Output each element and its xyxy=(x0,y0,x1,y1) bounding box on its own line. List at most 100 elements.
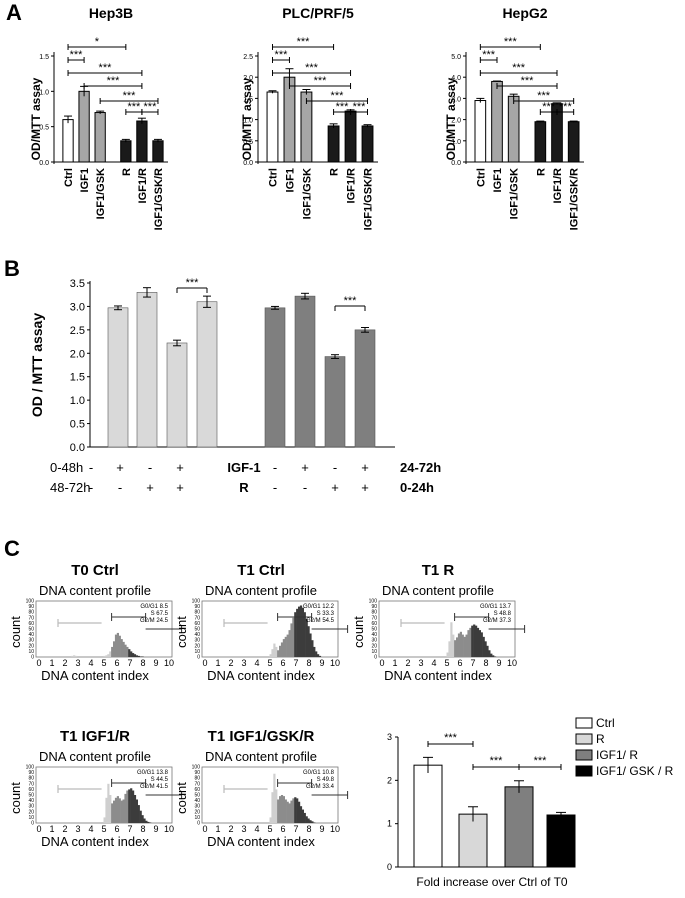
histogram-x-tick: 1 xyxy=(49,658,54,668)
histogram-bin xyxy=(288,630,291,657)
x-tick-label: IGF1/GSK xyxy=(95,168,107,219)
histogram-y-tick: 0 xyxy=(197,655,200,661)
legend-swatch xyxy=(575,717,593,729)
bar xyxy=(324,356,346,448)
histogram-bin xyxy=(292,617,295,657)
row-sign: + xyxy=(176,480,184,495)
histogram-bin xyxy=(75,655,78,657)
panel-label-a: A xyxy=(6,0,22,25)
y-tick-label: 1.0 xyxy=(39,89,49,96)
row-label-left: 0-48h xyxy=(50,460,83,475)
significance-label: *** xyxy=(521,75,535,87)
histogram-bin xyxy=(473,624,476,657)
histogram-y-tick: 30 xyxy=(194,804,200,810)
row-sign: + xyxy=(146,480,154,495)
row-label-mid: IGF-1 xyxy=(227,460,260,475)
histogram-bin xyxy=(309,820,312,823)
x-tick-label: Ctrl xyxy=(267,168,279,187)
y-tick-label: 3 xyxy=(387,732,392,742)
histogram-subtitle: DNA content profile xyxy=(39,749,151,764)
histogram-x-tick: 5 xyxy=(444,658,449,668)
histogram-x-tick: 9 xyxy=(153,824,158,834)
histogram-y-tick: 80 xyxy=(194,610,200,616)
histogram-bin xyxy=(294,797,297,823)
histogram-bin xyxy=(126,646,129,657)
histogram-x-tick: 10 xyxy=(164,658,174,668)
histogram-y-tick: 30 xyxy=(28,638,34,644)
histogram-bin xyxy=(450,622,453,657)
histogram-x-tick: 8 xyxy=(140,824,145,834)
histogram-y-tick: 80 xyxy=(194,776,200,782)
histogram-bin xyxy=(480,632,483,657)
y-axis-label: OD / MTT assay xyxy=(29,313,45,417)
histogram-bin xyxy=(71,655,74,657)
fold-increase-chart: 0 1 2 3 *** *** *** Fold increase over Ctrl of … xyxy=(387,716,674,889)
y-axis-label: OD/MTT assay xyxy=(240,77,254,160)
gate-s xyxy=(277,613,313,621)
histogram-y-tick: 60 xyxy=(194,787,200,793)
gate-g0g1 xyxy=(400,619,445,627)
bar-igf1-gsk-r xyxy=(152,140,164,163)
histogram-bin xyxy=(299,806,303,823)
histogram-subtitle: DNA content profile xyxy=(39,583,151,598)
histogram-y-tick: 20 xyxy=(194,809,200,815)
significance-label: *** xyxy=(331,90,345,102)
x-tick-label: IGF1 xyxy=(492,168,504,192)
histogram-bin xyxy=(286,801,289,823)
histogram-x-tick: 10 xyxy=(164,824,174,834)
histogram-x-tick: 3 xyxy=(75,658,80,668)
histogram-y-tick: 30 xyxy=(194,638,200,644)
histogram-bin xyxy=(128,649,131,657)
histogram-x-tick: 7 xyxy=(293,824,298,834)
histogram-y-tick: 20 xyxy=(371,643,377,649)
histogram-y-tick: 80 xyxy=(371,610,377,616)
phase-stat: S 48.8 xyxy=(494,611,512,617)
histogram-y-tick: 60 xyxy=(28,787,34,793)
histogram-x-tick: 1 xyxy=(215,824,220,834)
histogram-bin xyxy=(118,798,121,823)
bar xyxy=(413,764,443,868)
histogram-y-tick: 100 xyxy=(26,765,35,771)
bar-r xyxy=(120,140,132,163)
histogram-bin xyxy=(484,641,487,657)
phase-stat: G0/G1 10.8 xyxy=(303,770,335,776)
gate-g2m xyxy=(488,625,526,633)
histogram-x-tick: 7 xyxy=(470,658,475,668)
y-tick-label: 2.0 xyxy=(70,348,85,360)
histogram-bin xyxy=(128,789,131,823)
histogram-x-tick: 10 xyxy=(330,824,340,834)
x-tick-label: R xyxy=(535,168,547,176)
histogram-bin xyxy=(145,820,148,823)
histogram-bin xyxy=(467,630,470,657)
histogram-x-tick: 0 xyxy=(202,824,207,834)
histogram-x-tick: 5 xyxy=(267,658,272,668)
y-tick-label: 0.0 xyxy=(39,160,49,167)
y-tick-label: 3.0 xyxy=(451,96,461,103)
histogram-bin xyxy=(311,640,314,657)
y-tick-label: 3.5 xyxy=(70,278,85,290)
histogram-bin xyxy=(109,795,112,823)
histogram-y-tick: 0 xyxy=(374,655,377,661)
phase-stat: S 44.5 xyxy=(151,777,169,783)
histogram-bin xyxy=(137,655,140,657)
histogram-y-tick: 10 xyxy=(194,649,200,655)
histogram-y-tick: 10 xyxy=(194,815,200,821)
significance-label: *** xyxy=(482,49,496,61)
histogram-x-tick: 8 xyxy=(306,824,311,834)
row-label-left: 48-72h xyxy=(50,480,90,495)
histogram-bin xyxy=(122,799,125,823)
histogram-bin xyxy=(277,799,280,823)
histogram-bin xyxy=(282,639,285,657)
histogram-bin xyxy=(143,818,146,823)
histogram-bin xyxy=(456,637,459,657)
histogram-subtitle: DNA content profile xyxy=(382,583,494,598)
histogram-bin xyxy=(279,796,282,823)
histogram-bin xyxy=(269,817,272,823)
histogram-bin xyxy=(114,797,118,823)
histogram-y-tick: 90 xyxy=(28,604,34,610)
histogram-bin xyxy=(109,651,112,657)
histogram-bin xyxy=(147,821,150,823)
